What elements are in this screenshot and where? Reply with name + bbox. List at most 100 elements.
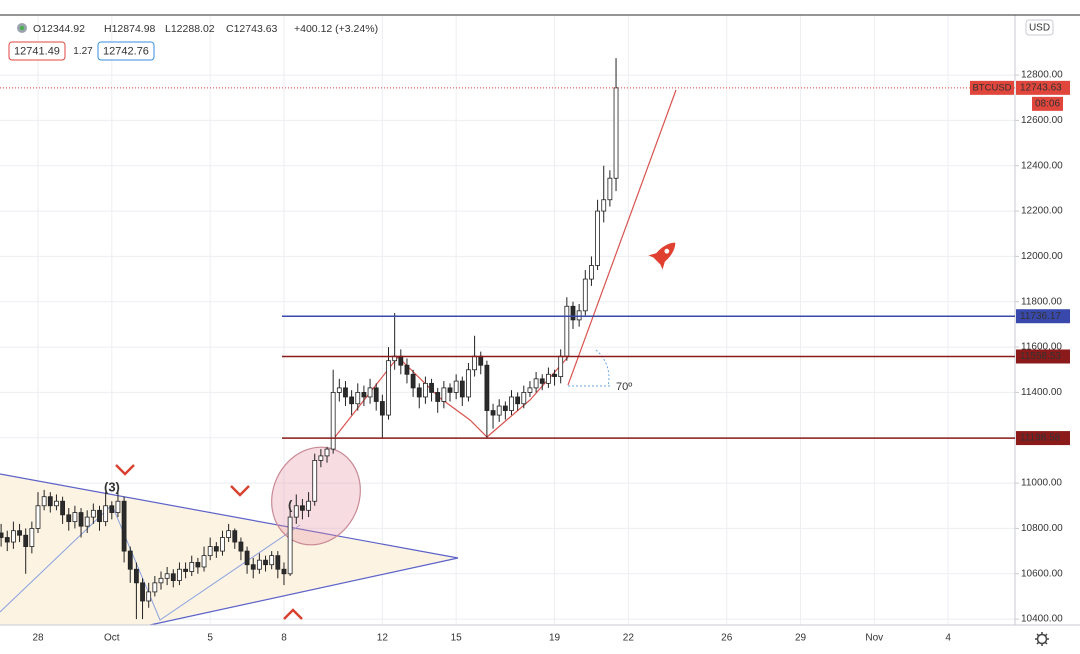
candle-body [201, 555, 207, 568]
x-tick-label: 28 [32, 633, 44, 644]
candle-body [564, 305, 570, 357]
candle-body [207, 546, 213, 557]
symbol: BTCUSD [972, 82, 1011, 93]
candle-body [318, 455, 324, 461]
candle-body [84, 516, 90, 527]
candle-body [343, 387, 348, 398]
candle-body [521, 392, 527, 405]
symbol-tag [970, 80, 1014, 95]
candle-body [466, 369, 471, 398]
candle-body [330, 392, 336, 450]
candle-body [386, 360, 391, 416]
currency-box [1025, 19, 1054, 36]
triangle-upper [0, 473, 459, 559]
x-tick-label: 26 [721, 633, 733, 644]
x-tick-label: 8 [281, 633, 287, 644]
candle-body [121, 500, 127, 552]
x-tick-label: 4 [945, 633, 951, 644]
candle-body [60, 500, 65, 516]
ohlc-header: O12344.92 [33, 23, 85, 35]
candle-body [275, 555, 281, 570]
candle-body [0, 532, 4, 538]
candle-body [263, 559, 268, 566]
candle-body [515, 396, 521, 405]
trend-line [567, 89, 677, 386]
candle-body [441, 387, 447, 402]
candle-body [195, 562, 201, 568]
candle-body [589, 265, 594, 280]
arrow-up [283, 608, 303, 620]
x-tick-label: Oct [104, 633, 120, 644]
candle-body [355, 392, 361, 405]
spread: 1.27 [73, 46, 93, 57]
candle-body [336, 387, 342, 393]
y-tick-label: 12400.00 [1021, 160, 1063, 171]
candle-body [429, 382, 434, 393]
bid: 12741.49 [14, 45, 60, 57]
candle-body [47, 496, 53, 507]
candle-body [29, 528, 35, 547]
candle-body [478, 355, 484, 366]
candle-body [244, 550, 250, 566]
candle-body [423, 382, 428, 398]
candle-body [570, 305, 576, 321]
candle-body [582, 278, 588, 312]
candle-body [373, 387, 379, 402]
angle-label: 70º [616, 381, 632, 393]
candle-body [127, 550, 133, 570]
candle-body [607, 177, 613, 201]
candle-body [146, 591, 152, 602]
candle-body [502, 405, 508, 411]
candle-body [416, 387, 422, 398]
candle-layer [0, 58, 619, 620]
y-tick-label: 11800.00 [1021, 296, 1062, 307]
wave-label: ( [288, 497, 293, 512]
level-label: 11558.53 [1020, 351, 1061, 362]
level-label: 11198.58 [1020, 433, 1061, 444]
candle-body [140, 582, 145, 602]
candle-body [183, 568, 188, 572]
candle-body [133, 568, 139, 584]
candle-body [300, 505, 305, 511]
candle-body [4, 537, 10, 543]
candle-body [78, 512, 84, 527]
candle-body [11, 530, 16, 543]
candle-body [164, 573, 170, 579]
candle-body [158, 577, 164, 584]
y-tick-label: 10600.00 [1021, 568, 1063, 579]
y-tick-label: 11000.00 [1021, 478, 1062, 489]
drawings [0, 89, 677, 626]
triangle-fill [0, 474, 458, 625]
candle-body [35, 505, 41, 529]
candle-body [152, 582, 158, 593]
candle-body [349, 396, 355, 405]
candle-body [367, 387, 373, 398]
bid-box [8, 41, 66, 61]
candle-body [484, 364, 490, 411]
y-tick-label: 12600.00 [1021, 115, 1063, 126]
y-tick-label: 12000.00 [1021, 251, 1063, 262]
candle-body [410, 373, 416, 389]
y-tick-label: 12800.00 [1021, 70, 1063, 81]
candle-body [97, 509, 102, 523]
candle-body [293, 505, 299, 518]
candle-body [306, 500, 311, 511]
ask-box [97, 41, 155, 61]
y-tick-label: 10800.00 [1021, 523, 1063, 534]
arrow-down [230, 485, 250, 497]
candle-body [109, 505, 115, 513]
candle-body [447, 387, 453, 393]
candle-body [490, 410, 496, 416]
candle-body [545, 373, 551, 384]
candle-body [324, 448, 330, 457]
settings-icon[interactable] [1035, 632, 1049, 646]
candle-body [509, 396, 514, 411]
angle-arc [595, 349, 610, 387]
x-tick-label: 15 [451, 633, 463, 644]
currency: USD [1029, 23, 1050, 34]
x-tick-label: 19 [549, 633, 561, 644]
candle-body [103, 505, 109, 523]
candle-body [90, 509, 96, 518]
ask: 12742.76 [103, 45, 149, 57]
